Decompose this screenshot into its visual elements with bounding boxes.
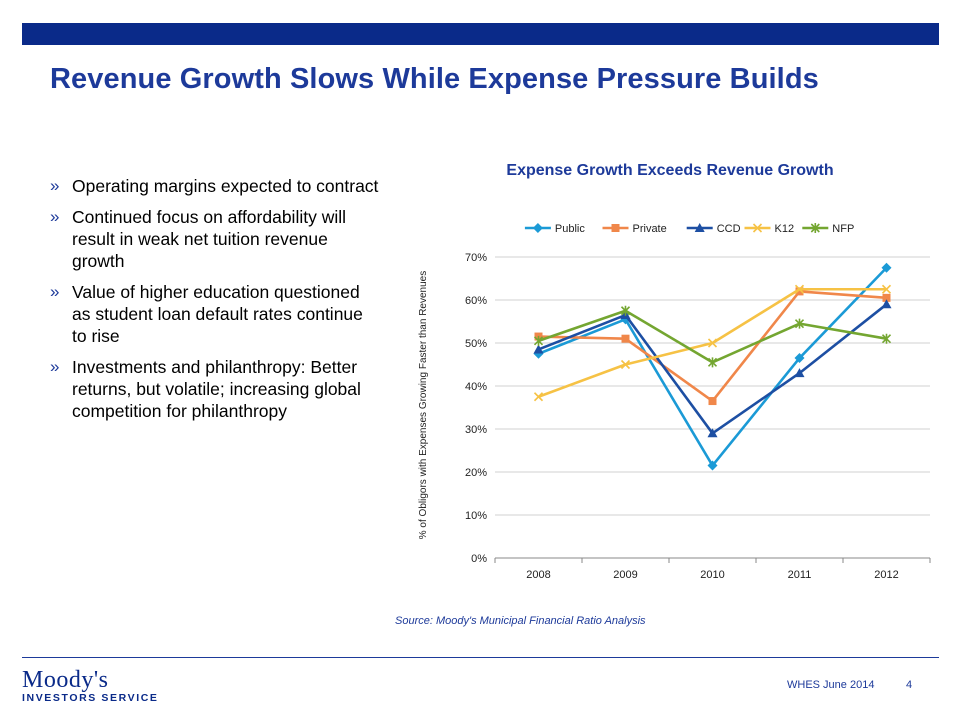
data-point: [810, 223, 820, 233]
chart-series: [533, 262, 892, 471]
chart-title: Expense Growth Exceeds Revenue Growth: [506, 162, 834, 179]
data-point: [795, 287, 804, 296]
slide-title: Revenue Growth Slows While Expense Press…: [50, 63, 819, 95]
bullet-marker: »: [50, 207, 60, 226]
y-tick-label: 10%: [465, 510, 487, 522]
data-point: [707, 357, 718, 368]
data-point: [707, 428, 718, 438]
chart-legend: Public Private CCD K12 NFP: [524, 223, 854, 235]
legend-label: Private: [633, 223, 667, 235]
y-axis-label: % of Obligors with Expenses Growing Fast…: [418, 271, 429, 539]
data-point: [881, 284, 892, 294]
logo-name: Moody's: [22, 667, 109, 693]
legend-label: NFP: [832, 223, 854, 235]
bullet-item: » Continued focus on affordability will r…: [50, 206, 380, 272]
bullet-text: Value of higher education questioned as …: [72, 282, 363, 346]
data-point: [707, 460, 718, 471]
x-tick-label: 2012: [874, 569, 898, 581]
x-tick-label: 2011: [788, 569, 812, 581]
y-tick-label: 70%: [465, 252, 487, 264]
y-tick-label: 50%: [465, 338, 487, 350]
legend-item: Private: [602, 223, 667, 235]
series-nfp: [533, 305, 892, 368]
data-point: [620, 359, 631, 370]
data-point: [532, 223, 543, 233]
line-chart: Public Private CCD K12 NFP 0% 10% 20% 30% 40% 50%…: [418, 223, 931, 581]
x-tick-label: 2010: [700, 569, 724, 581]
data-point: [794, 318, 805, 329]
legend-item: K12: [744, 223, 795, 235]
data-point: [794, 368, 805, 378]
bullet-marker: »: [50, 357, 60, 376]
data-point: [881, 262, 892, 273]
data-point: [533, 344, 544, 354]
top-banner-bar: [22, 23, 939, 45]
data-point: [882, 293, 891, 302]
data-point: [611, 224, 620, 232]
bullet-marker: »: [50, 176, 60, 195]
data-point: [694, 223, 705, 232]
footer-label: WHES June 2014: [787, 679, 875, 691]
data-point: [881, 333, 892, 344]
legend-label: Public: [555, 223, 585, 235]
logo-subtitle: INVESTORS SERVICE: [22, 692, 159, 704]
footer-divider: [22, 657, 939, 658]
legend-item: NFP: [802, 223, 854, 235]
data-point: [707, 338, 718, 348]
series-private: [534, 287, 891, 406]
bullet-item: » Investments and philanthropy: Better re…: [50, 356, 380, 422]
data-point: [533, 392, 544, 402]
y-tick-label: 60%: [465, 295, 487, 307]
data-point: [708, 397, 717, 406]
bullet-text: Continued focus on affordability will re…: [72, 207, 347, 271]
legend-item: Public: [524, 223, 585, 235]
data-point: [881, 299, 892, 309]
page-number: 4: [906, 679, 913, 691]
y-tick-label: 0%: [471, 553, 487, 565]
legend-item: CCD: [686, 223, 741, 235]
data-point: [794, 353, 805, 364]
legend-label: K12: [775, 223, 795, 235]
bullet-list: » Operating margins expected to contract …: [50, 175, 380, 431]
chart-axes: 0% 10% 20% 30% 40% 50% 60% 70% 2008 2009 2010 2011 2…: [465, 252, 931, 581]
data-point: [533, 335, 544, 346]
data-point: [794, 284, 805, 294]
bullet-text: Operating margins expected to contract: [72, 176, 379, 196]
bullet-item: » Operating margins expected to contract: [50, 175, 380, 197]
data-point: [621, 334, 630, 343]
bullet-item: » Value of higher education questioned as…: [50, 281, 380, 347]
moodys-logo: Moody's INVESTORS SERVICE: [22, 667, 172, 707]
bullet-marker: »: [50, 282, 60, 301]
x-tick-label: 2009: [613, 569, 637, 581]
x-tick-label: 2008: [526, 569, 550, 581]
chart-gridlines: [495, 256, 930, 559]
data-point: [620, 305, 631, 316]
y-tick-label: 30%: [465, 424, 487, 436]
data-point: [752, 223, 763, 233]
series-k12: [533, 284, 892, 402]
bullet-text: Investments and philanthropy: Better ret…: [72, 357, 361, 421]
source-note: Source: Moody's Municipal Financial Rati…: [395, 615, 646, 627]
y-tick-label: 40%: [465, 381, 487, 393]
legend-label: CCD: [717, 223, 741, 235]
y-tick-label: 20%: [465, 467, 487, 479]
